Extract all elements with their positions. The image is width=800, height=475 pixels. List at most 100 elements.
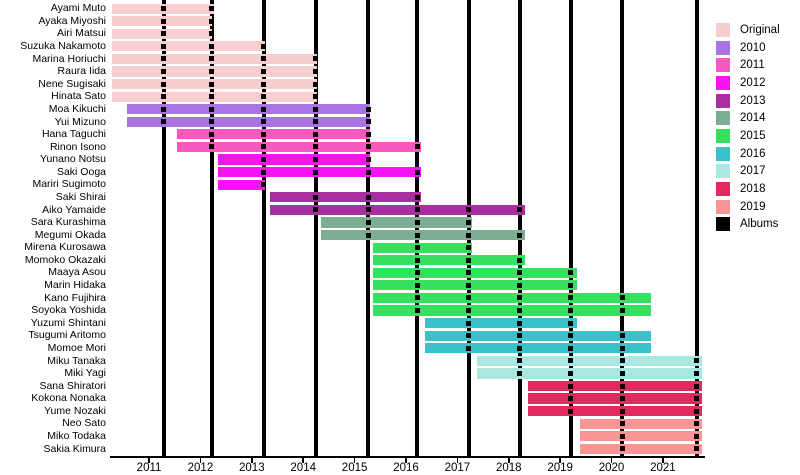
album-marker bbox=[313, 131, 319, 137]
album-marker bbox=[568, 396, 574, 402]
x-axis-tick-label: 2018 bbox=[495, 462, 522, 474]
member-label: Hinata Sato bbox=[51, 90, 106, 103]
album-marker bbox=[466, 270, 472, 276]
album-marker bbox=[568, 308, 574, 314]
album-marker bbox=[365, 119, 371, 125]
album-marker bbox=[619, 446, 625, 452]
membership-bar bbox=[176, 129, 370, 140]
album-marker bbox=[261, 81, 267, 87]
album-marker bbox=[466, 257, 472, 263]
member-label: Maaya Asou bbox=[48, 266, 106, 279]
membership-bar bbox=[112, 53, 318, 64]
album-marker bbox=[313, 157, 319, 163]
legend-swatch bbox=[716, 93, 730, 108]
album-marker bbox=[209, 6, 215, 12]
album-marker bbox=[568, 408, 574, 414]
legend-swatch bbox=[716, 164, 730, 179]
legend-item: Albums bbox=[716, 216, 780, 234]
x-axis-tick bbox=[251, 458, 253, 463]
legend-swatch bbox=[716, 146, 730, 161]
legend-swatch bbox=[716, 58, 730, 73]
album-marker bbox=[414, 257, 420, 263]
album-release-line bbox=[261, 0, 266, 456]
x-axis-tick-label: 2020 bbox=[598, 462, 625, 474]
album-marker bbox=[568, 295, 574, 301]
x-axis-tick bbox=[559, 458, 561, 463]
x-axis-tick-label: 2019 bbox=[547, 462, 573, 474]
member-label: Saki Shirai bbox=[55, 191, 106, 203]
album-marker bbox=[209, 119, 215, 125]
membership-bar bbox=[112, 78, 318, 90]
membership-bar bbox=[112, 91, 318, 102]
x-axis-tick bbox=[353, 458, 356, 463]
member-label: Mariri Sugimoto bbox=[32, 178, 106, 191]
membership-bar bbox=[373, 267, 577, 278]
album-marker bbox=[568, 370, 574, 376]
album-marker bbox=[261, 43, 267, 49]
album-marker bbox=[568, 333, 574, 339]
album-marker bbox=[517, 370, 523, 376]
membership-bar bbox=[580, 418, 702, 429]
album-marker bbox=[619, 370, 625, 376]
member-label: Kano Fujihira bbox=[44, 291, 106, 304]
album-marker bbox=[161, 94, 167, 100]
album-marker bbox=[365, 157, 371, 163]
album-marker bbox=[261, 131, 267, 137]
legend-item: 2014 bbox=[716, 109, 780, 127]
member-label: Yume Nozaki bbox=[44, 404, 106, 417]
album-marker bbox=[694, 433, 700, 439]
album-marker bbox=[209, 69, 215, 74]
member-label: Moa Kikuchi bbox=[48, 102, 106, 115]
album-marker bbox=[517, 257, 523, 263]
legend-swatch bbox=[716, 22, 730, 37]
membership-bar bbox=[321, 217, 473, 228]
member-label: Nene Sugisaki bbox=[38, 77, 106, 90]
membership-bar bbox=[126, 104, 370, 115]
member-label: Sana Shiratori bbox=[39, 379, 106, 392]
legend-item: 2010 bbox=[716, 39, 780, 57]
album-marker bbox=[466, 320, 472, 326]
album-marker bbox=[209, 43, 215, 49]
album-marker bbox=[466, 245, 472, 251]
album-marker bbox=[414, 144, 420, 150]
album-marker bbox=[517, 333, 523, 339]
legend-item: 2016 bbox=[716, 145, 780, 163]
album-marker bbox=[365, 219, 371, 225]
legend-label: Albums bbox=[740, 218, 779, 231]
album-marker bbox=[694, 370, 700, 376]
legend-label: Original bbox=[740, 23, 780, 36]
legend-swatch bbox=[716, 128, 730, 143]
album-marker bbox=[694, 383, 700, 389]
album-release-line bbox=[568, 0, 573, 456]
album-marker bbox=[365, 144, 371, 150]
album-marker bbox=[414, 169, 420, 175]
member-label: Ayami Muto bbox=[50, 2, 106, 15]
membership-bar bbox=[424, 330, 651, 341]
x-axis-tick-label: 2015 bbox=[341, 462, 368, 474]
album-marker bbox=[414, 295, 420, 301]
x-axis-tick-label: 2021 bbox=[650, 462, 676, 474]
membership-bar bbox=[112, 66, 318, 77]
member-label: Miki Yagi bbox=[64, 367, 106, 380]
membership-bar bbox=[373, 305, 651, 316]
album-marker bbox=[365, 169, 371, 175]
album-marker bbox=[414, 270, 420, 276]
legend-item: 2011 bbox=[716, 56, 780, 74]
member-label: Sakia Kimura bbox=[43, 442, 106, 455]
album-marker bbox=[161, 106, 167, 112]
member-label: Miko Todaka bbox=[47, 430, 106, 443]
membership-bar bbox=[527, 406, 702, 417]
member-label: Mirena Kurosawa bbox=[24, 241, 106, 254]
album-marker bbox=[313, 81, 319, 87]
legend-item: 2017 bbox=[716, 163, 780, 181]
album-marker bbox=[568, 320, 574, 326]
album-release-line bbox=[517, 0, 522, 456]
album-marker bbox=[161, 6, 167, 12]
legend-item: 2015 bbox=[716, 127, 780, 145]
album-marker bbox=[414, 282, 420, 288]
member-label: Neo Sato bbox=[62, 417, 106, 430]
album-marker bbox=[619, 433, 625, 439]
album-marker bbox=[619, 345, 625, 351]
legend-label: 2017 bbox=[740, 165, 766, 178]
album-marker bbox=[517, 295, 523, 301]
